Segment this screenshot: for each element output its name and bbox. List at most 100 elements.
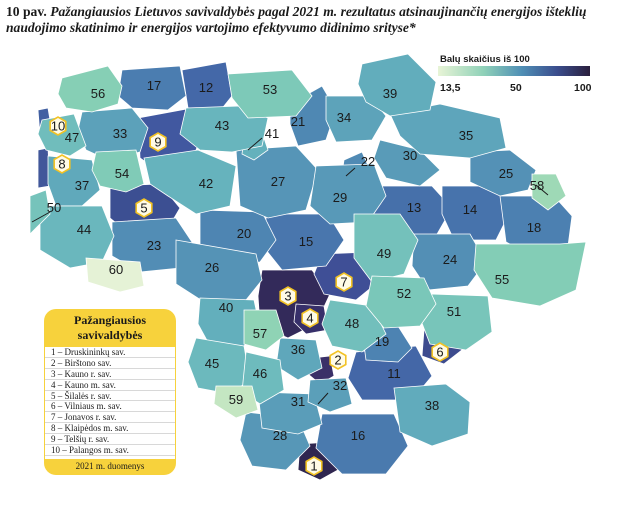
municipality-region-57	[243, 309, 285, 351]
rank-label-36: 36	[291, 342, 305, 357]
municipality-region-35	[389, 103, 507, 159]
rank-label-3: 3	[284, 289, 291, 304]
rank-label-28: 28	[273, 428, 287, 443]
rank-label-50: 50	[47, 200, 61, 215]
figure-title-text: Pažangiausios Lietuvos savivaldybės paga…	[6, 4, 587, 35]
municipality-region-16	[315, 413, 409, 475]
municipality-region-25	[469, 149, 537, 197]
rank-label-19: 19	[375, 334, 389, 349]
top-rank-hexagon-6	[431, 342, 449, 362]
figure-number: 10 pav.	[6, 4, 47, 19]
rank-label-26: 26	[205, 260, 219, 275]
legend-item: 8 – Klaipėdos m. sav.	[45, 423, 175, 435]
rank-label-1: 1	[310, 459, 317, 474]
municipality-region-58	[531, 173, 567, 211]
rank-label-37: 37	[75, 178, 89, 193]
municipality-region-12	[181, 61, 233, 117]
top-rank-hexagon-4	[301, 308, 319, 328]
rank-label-48: 48	[345, 316, 359, 331]
rank-label-40: 40	[219, 300, 233, 315]
legend-box-footer: 2021 m. duomenys	[44, 459, 176, 475]
rank-label-55: 55	[495, 272, 509, 287]
rank-label-4: 4	[306, 311, 313, 326]
rank-label-30: 30	[403, 148, 417, 163]
top-rank-hexagon-2	[329, 350, 347, 370]
municipality-region-59	[213, 385, 259, 419]
municipality-region-24	[411, 233, 487, 291]
municipality-region-39	[357, 53, 437, 117]
rank-label-29: 29	[333, 190, 347, 205]
scale-min-label: 13,5	[440, 82, 461, 94]
top-municipalities-legend: Pažangiausios savivaldybės 1 – Druskinin…	[44, 309, 176, 475]
municipality-region-60	[85, 257, 145, 293]
rank-label-59: 59	[229, 392, 243, 407]
rank-label-52: 52	[397, 286, 411, 301]
top-rank-hexagon-10	[49, 116, 67, 136]
rank-label-47: 47	[65, 130, 79, 145]
rank-label-31: 31	[291, 394, 305, 409]
municipality-region-50	[29, 189, 51, 235]
rank-label-46: 46	[253, 366, 267, 381]
rank-label-16: 16	[351, 428, 365, 443]
rank-label-14: 14	[463, 202, 477, 217]
leader-lines	[31, 137, 549, 405]
rank-label-39: 39	[383, 86, 397, 101]
top-rank-hexagon-8	[53, 154, 71, 174]
scale-mid-label: 50	[510, 82, 522, 94]
rank-label-22: 22	[361, 154, 375, 169]
figure-title: 10 pav. Pažangiausios Lietuvos savivaldy…	[6, 4, 606, 36]
rank-label-8: 8	[58, 157, 65, 172]
rank-label-5: 5	[140, 201, 147, 216]
rank-label-45: 45	[205, 356, 219, 371]
rank-label-6: 6	[436, 345, 443, 360]
rank-label-35: 35	[459, 128, 473, 143]
top-rank-hexagon-3	[279, 286, 297, 306]
rank-label-11: 11	[387, 366, 401, 381]
scale-label: Balų skaičius iš 100	[440, 54, 530, 65]
scale-max-label: 100	[574, 82, 592, 94]
legend-item: 3 – Kauno r. sav.	[45, 369, 175, 380]
rank-label-56: 56	[91, 86, 105, 101]
rank-label-10: 10	[51, 119, 65, 134]
legend-item: 9 – Telšių r. sav.	[45, 434, 175, 446]
rank-label-41: 41	[265, 126, 279, 141]
rank-label-9: 9	[154, 135, 161, 150]
rank-label-44: 44	[77, 222, 91, 237]
top-rank-hexagon-5	[135, 198, 153, 218]
legend-item: 5 – Šilalės r. sav.	[45, 391, 175, 402]
rank-label-60: 60	[109, 262, 123, 277]
top-rank-hexagon-7	[335, 272, 353, 292]
legend-box-list: 1 – Druskininkų sav. 2 – Birštono sav. 3…	[44, 347, 176, 459]
rank-label-42: 42	[199, 176, 213, 191]
rank-label-21: 21	[291, 114, 305, 129]
rank-label-17: 17	[147, 78, 161, 93]
municipality-region-31	[257, 391, 323, 435]
rank-label-38: 38	[425, 398, 439, 413]
rank-label-20: 20	[237, 226, 251, 241]
municipality-region-56	[57, 65, 123, 113]
municipality-region-49	[353, 213, 419, 283]
rank-label-15: 15	[299, 234, 313, 249]
rank-label-7: 7	[340, 275, 347, 290]
legend-item: 7 – Jonavos r. sav.	[45, 412, 175, 424]
rank-label-18: 18	[527, 220, 541, 235]
rank-label-54: 54	[115, 166, 129, 181]
municipality-region-53	[227, 69, 313, 119]
top-rank-hexagon-9	[149, 132, 167, 152]
rank-label-2: 2	[334, 353, 341, 368]
legend-item: 4 – Kauno m. sav.	[45, 380, 175, 391]
scale-gradient	[438, 66, 590, 76]
rank-label-33: 33	[113, 126, 127, 141]
rank-label-57: 57	[253, 326, 267, 341]
rank-label-32: 32	[333, 378, 347, 393]
rank-label-34: 34	[337, 110, 351, 125]
legend-item: 10 – Palangos m. sav.	[45, 445, 175, 456]
rank-label-23: 23	[147, 238, 161, 253]
legend-item: 2 – Birštono sav.	[45, 358, 175, 369]
rank-label-12: 12	[199, 80, 213, 95]
rank-label-43: 43	[215, 118, 229, 133]
legend-item: 6 – Vilniaus m. sav.	[45, 401, 175, 413]
rank-label-27: 27	[271, 174, 285, 189]
